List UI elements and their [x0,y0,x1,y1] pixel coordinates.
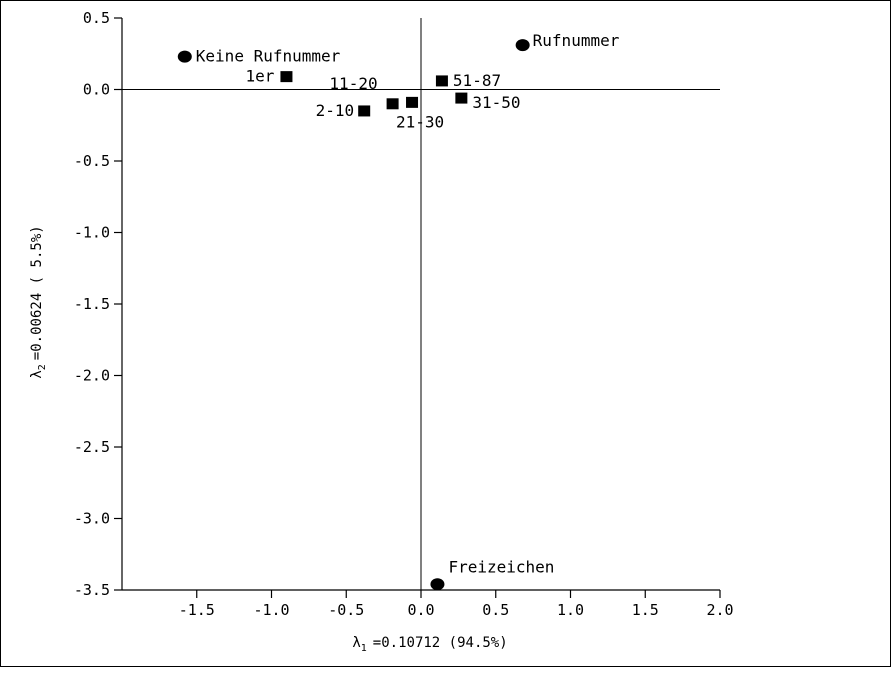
point-keine-rufnummer: Keine Rufnummer [177,47,341,66]
x-axis-text: =0.10712 (94.5%) [373,635,508,651]
point-label: 1er [246,67,275,86]
point-11-20: 11-20 [329,74,399,110]
y-tick-label: -3.5 [74,581,110,599]
y-tick-label: -1.5 [74,295,110,313]
x-tick-label: -1.0 [253,601,289,619]
y-axis-subscript: 2 [37,364,48,370]
y-tick-label: -2.0 [74,367,110,385]
point-label: 11-20 [329,74,377,93]
point-label: 21-30 [396,112,444,131]
circle-marker [430,578,445,591]
x-axis-subscript: 1 [361,643,367,654]
point-label: 31-50 [472,93,520,112]
x-tick-label: -0.5 [328,601,364,619]
point-label: Keine Rufnummer [196,47,341,66]
x-tick-label: 0.5 [482,601,509,619]
point-freizeichen: Freizeichen [430,557,554,591]
x-axis-symbol: λ [352,635,360,651]
point-31-50: 31-50 [455,92,521,112]
square-marker [280,71,293,83]
point-label: 51-87 [453,71,501,90]
data-points: Keine Rufnummer Rufnummer Freizeichen 1er 11… [177,31,620,591]
point-1er: 1er [246,67,293,86]
point-label: Freizeichen [448,557,554,576]
square-marker [435,75,448,87]
y-axis-text: =0.00624 ( 5.5%) [29,225,45,360]
point-rufnummer: Rufnummer [515,31,620,52]
y-tick-label: -3.0 [74,510,110,528]
y-axis-title: λ2 =0.00624 ( 5.5%) [29,225,48,378]
y-tick-label: -0.5 [74,152,110,170]
x-tick-label: 1.0 [557,601,584,619]
y-tick-label: -2.5 [74,438,110,456]
square-marker [406,96,419,108]
y-tick-label: 0.0 [83,81,110,99]
axes: -1.5 -1.0 -0.5 0.0 0.5 1.0 1.5 2.0 0.5 0.0 -0.5 -1.… [74,9,734,619]
x-axis-title: λ1 =0.10712 (94.5%) [352,635,507,654]
y-axis-symbol: λ [29,370,45,378]
point-label: Rufnummer [533,31,620,50]
square-marker [358,105,371,117]
point-2-10: 2-10 [316,101,371,120]
y-tick-label: -1.0 [74,224,110,242]
x-tick-label: 1.5 [632,601,659,619]
point-label: 2-10 [316,101,355,120]
point-51-87: 51-87 [435,71,501,90]
square-marker [386,98,399,110]
circle-marker [515,39,530,52]
square-marker [455,92,468,104]
x-tick-label: 0.0 [407,601,434,619]
x-tick-label: 2.0 [706,601,733,619]
point-21-30: 21-30 [396,96,444,131]
y-tick-label: 0.5 [83,9,110,27]
circle-marker [177,50,192,63]
x-tick-label: -1.5 [179,601,215,619]
